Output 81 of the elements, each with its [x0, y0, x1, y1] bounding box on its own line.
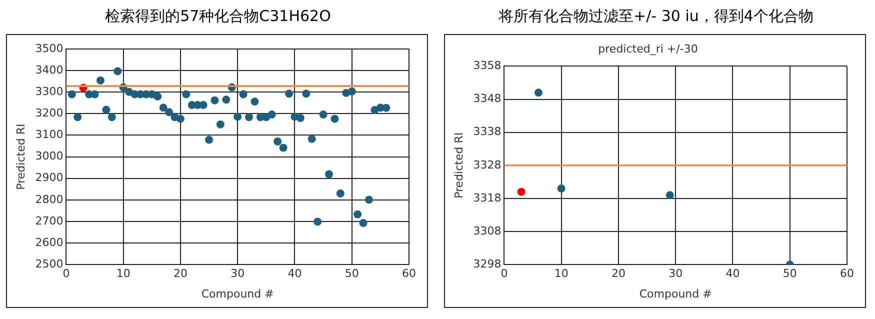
y-tick-label: 2800 — [35, 192, 64, 206]
point — [365, 196, 374, 204]
point — [234, 112, 242, 121]
chart-subtitle: predicted_ri +/-30 — [598, 42, 698, 56]
point — [245, 113, 254, 122]
point — [296, 114, 304, 122]
y-tick-label: 3400 — [35, 63, 64, 76]
x-tick-label: 40 — [726, 267, 740, 280]
point — [182, 90, 190, 98]
x-axis-title: Compound # — [201, 287, 274, 300]
point — [348, 87, 356, 96]
y-tick-label: 3328 — [473, 158, 502, 172]
point — [359, 218, 368, 227]
point — [302, 90, 310, 98]
point — [666, 191, 674, 200]
point — [239, 90, 248, 98]
point — [74, 113, 82, 122]
x-tick-label: 0 — [500, 267, 508, 280]
point — [90, 90, 99, 98]
point — [68, 90, 76, 98]
point — [210, 96, 219, 104]
point — [534, 88, 542, 97]
point — [314, 218, 322, 226]
y-axis-title: Predicted RI — [14, 124, 28, 190]
x-tick-label: 10 — [116, 267, 130, 280]
x-tick-label: 0 — [62, 267, 70, 280]
y-tick-label: 3000 — [35, 150, 64, 163]
y-tick-label: 3348 — [473, 92, 502, 106]
x-tick-label: 50 — [344, 267, 359, 280]
point — [336, 189, 344, 198]
y-tick-label: 3100 — [35, 128, 64, 142]
x-tick-label: 60 — [402, 267, 416, 280]
y-tick-label: 3358 — [473, 59, 502, 72]
point — [557, 184, 566, 193]
point — [330, 114, 339, 123]
point — [250, 98, 259, 106]
y-tick-label: 3318 — [473, 191, 502, 204]
point — [159, 104, 168, 112]
x-tick-label: 20 — [611, 267, 626, 280]
y-tick-label: 3338 — [473, 125, 502, 138]
y-tick-label: 3200 — [35, 106, 64, 120]
point — [308, 134, 316, 143]
point — [222, 96, 230, 104]
point — [154, 92, 162, 100]
point — [285, 90, 294, 98]
x-tick-label: 40 — [288, 267, 302, 280]
point — [268, 110, 276, 119]
point — [517, 188, 526, 196]
point — [205, 136, 214, 144]
x-tick-label: 30 — [668, 267, 683, 280]
point — [96, 76, 104, 84]
point — [279, 144, 288, 152]
point — [354, 210, 362, 218]
y-tick-label: 3300 — [35, 84, 64, 98]
x-tick-label: 30 — [230, 267, 245, 280]
y-axis-title: Predicted RI — [452, 132, 466, 198]
y-tick-label: 2500 — [35, 257, 64, 270]
x-tick-label: 10 — [554, 267, 568, 280]
point — [382, 104, 390, 112]
y-tick-label: 2700 — [35, 214, 64, 228]
y-tick-label: 2900 — [35, 171, 64, 184]
x-tick-label: 20 — [173, 267, 188, 280]
y-tick-label: 3500 — [35, 42, 64, 55]
point — [199, 101, 208, 110]
chart-title: 检索得到的57种化合物C31H62O — [104, 6, 332, 27]
y-tick-label: 3308 — [473, 224, 502, 238]
point — [325, 170, 334, 178]
point — [216, 120, 224, 128]
point — [319, 110, 328, 119]
point — [274, 137, 282, 146]
chart-title: 将所有化合物过滤至+/- 30 iu，得到4个化合物 — [498, 6, 814, 27]
point — [108, 113, 116, 122]
x-tick-label: 50 — [782, 267, 797, 280]
x-tick-label: 60 — [840, 267, 854, 280]
y-tick-label: 3298 — [473, 257, 502, 270]
y-tick-label: 2600 — [35, 236, 64, 249]
x-axis-title: Compound # — [639, 287, 712, 300]
point — [176, 114, 184, 123]
point — [165, 108, 174, 116]
point — [114, 67, 122, 76]
point — [102, 106, 110, 114]
